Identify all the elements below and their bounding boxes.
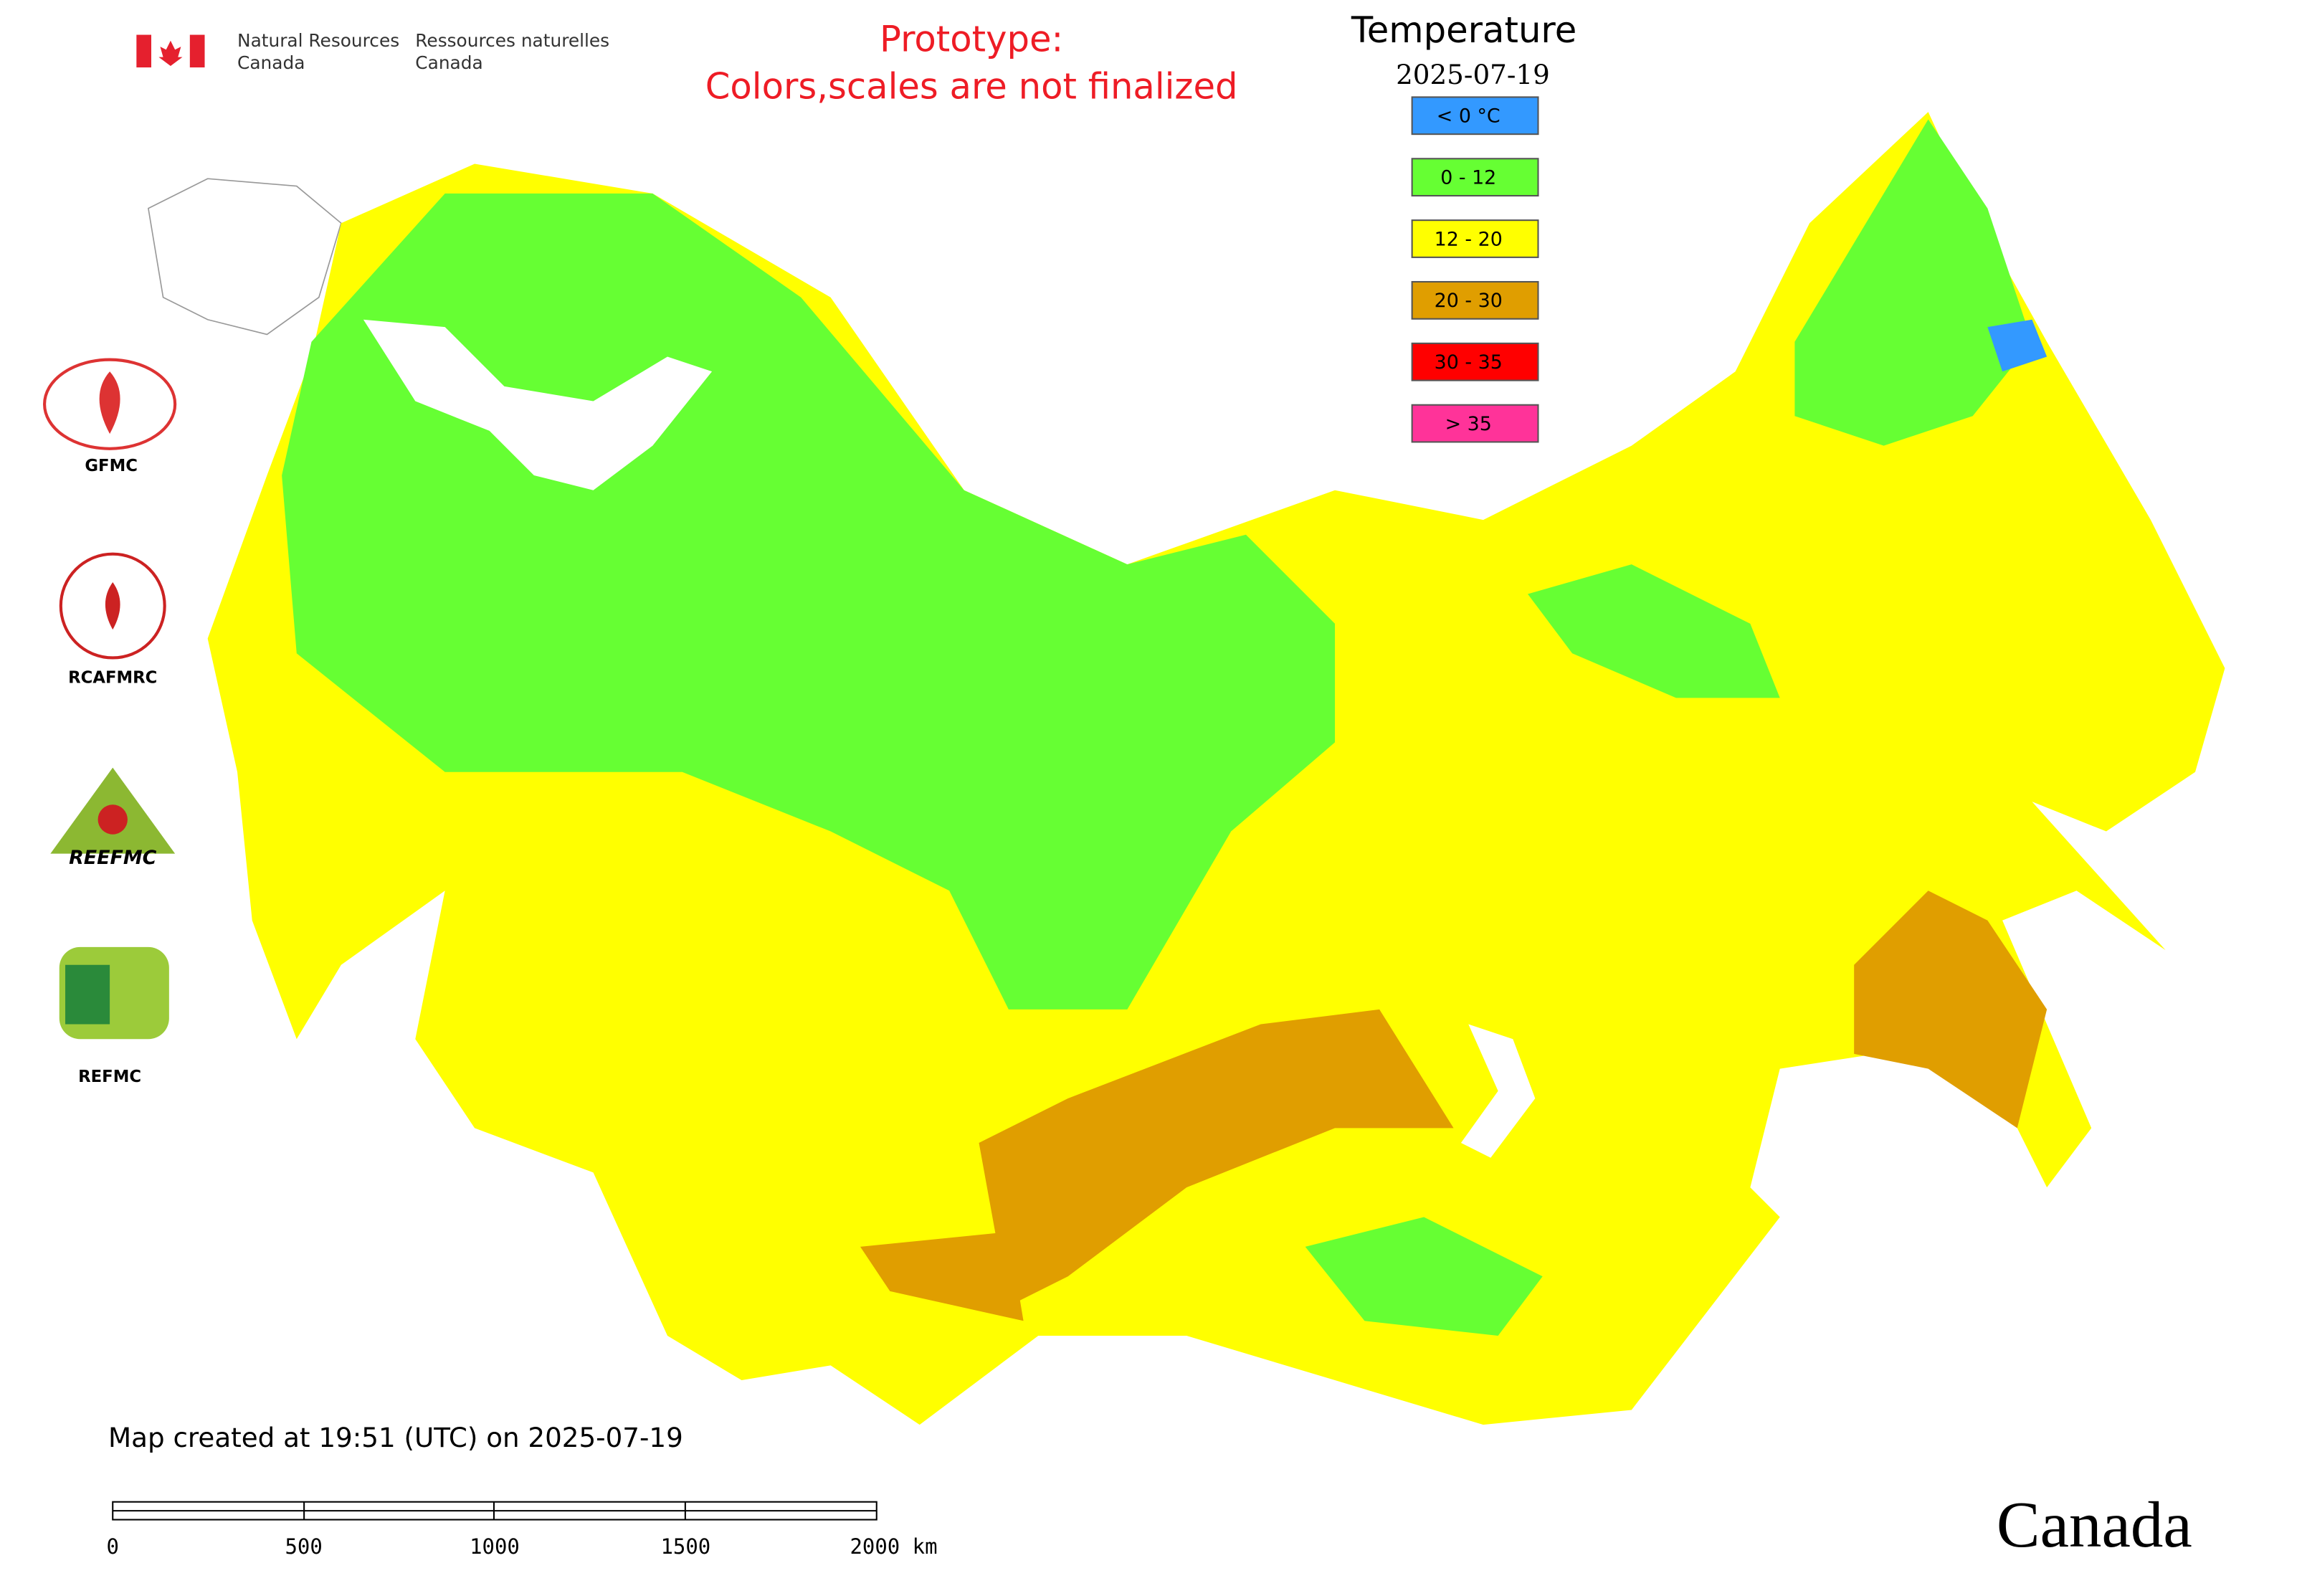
region-temp	[979, 1009, 1454, 1306]
scale-label: 2000 km	[850, 1534, 938, 1559]
region-temp	[1854, 890, 2047, 1129]
legend-label: < 0 °C	[1437, 105, 1500, 128]
legend-label: 30 - 35	[1435, 351, 1503, 374]
legend-label: > 35	[1445, 413, 1492, 435]
lake-baikal	[1460, 1024, 1536, 1158]
legend-label: 0 - 12	[1440, 166, 1496, 189]
nrcan-signature: Natural Resources Canada Ressources natu…	[136, 30, 609, 73]
logo-label: GFMC	[85, 457, 138, 475]
scale-label: 1500	[661, 1534, 711, 1559]
logo-label: REFMC	[78, 1068, 141, 1086]
logos: GFMC RCAFMRC REEFMC REFMC	[42, 358, 177, 1086]
legend-swatch	[1411, 342, 1539, 381]
legend-title: Temperature	[1351, 9, 1576, 51]
agency-fr: Canada	[415, 52, 482, 73]
neighbour-outline	[147, 178, 342, 336]
agency-fr: Ressources naturelles	[415, 30, 609, 51]
scale-label: 0	[107, 1534, 119, 1559]
logo-label: REEFMC	[69, 847, 157, 869]
legend-date: 2025-07-19	[1396, 59, 1550, 90]
legend-label: 20 - 30	[1435, 290, 1503, 312]
scale-label: 1000	[470, 1534, 520, 1559]
created-note: Map created at 19:51 (UTC) on 2025-07-19	[108, 1422, 683, 1453]
legend-label: 12 - 20	[1435, 228, 1503, 250]
region-temp	[1987, 319, 2047, 372]
region-temp	[1528, 564, 1780, 698]
map	[147, 112, 2225, 1425]
legend-swatch	[1411, 280, 1539, 320]
agency-en: Canada	[237, 52, 305, 73]
logo-label: RCAFMRC	[68, 669, 157, 688]
legend-swatch	[1411, 404, 1539, 443]
notice: Colors,scales are not finalized	[705, 65, 1238, 107]
white-sea	[363, 319, 713, 490]
legend: < 0 °C 0 - 12 12 - 20 20 - 30 30 - 35 > 35	[1411, 96, 1539, 443]
scale-label: 500	[285, 1534, 322, 1559]
legend-swatch	[1411, 158, 1539, 197]
scale-bar: 0 500 1000 1500 2000 km	[107, 1501, 938, 1559]
canada-wordmark: Canada	[1997, 1488, 2192, 1561]
notice: Prototype:	[880, 18, 1063, 60]
region-temp	[1305, 1217, 1543, 1336]
region-temp	[1794, 119, 2032, 446]
legend-swatch	[1411, 219, 1539, 258]
legend-swatch	[1411, 96, 1539, 136]
agency-en: Natural Resources	[237, 30, 399, 51]
region-temp	[860, 1232, 1024, 1321]
